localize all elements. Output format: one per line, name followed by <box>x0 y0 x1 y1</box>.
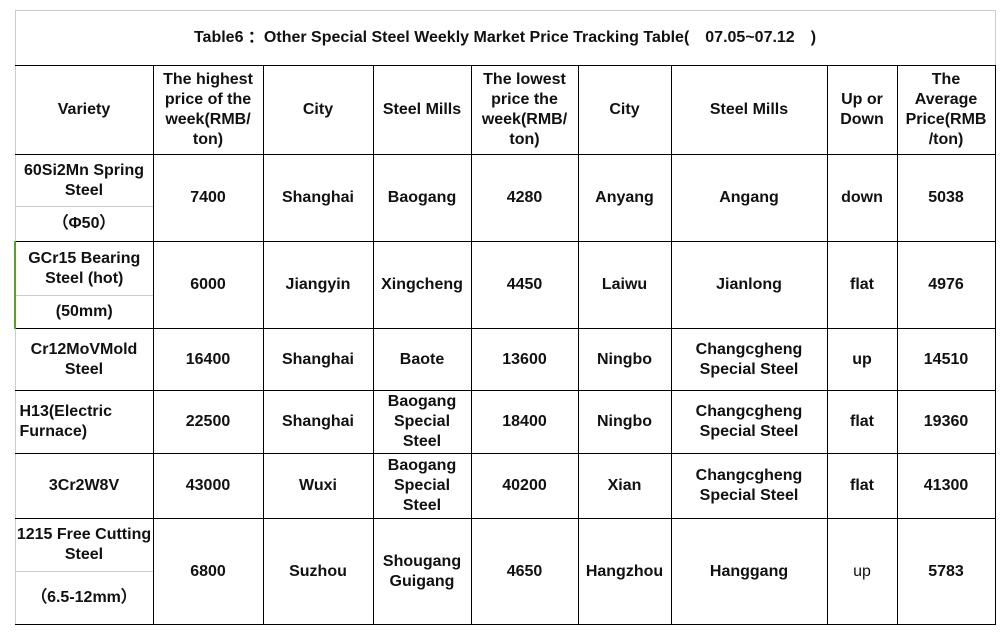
price-tracking-table: Table6 ：Other Special Steel Weekly Marke… <box>14 10 996 625</box>
table-row: H13(Electric Furnace) 22500 Shanghai Baogan… <box>14 390 996 454</box>
header-mills-high: Steel Mills <box>372 65 472 155</box>
city-high: Jiangyin <box>262 241 374 329</box>
mills-low: Changcgheng Special Steel <box>670 453 828 519</box>
highest-price: 6800 <box>152 518 264 625</box>
lowest-price: 4280 <box>470 154 579 242</box>
variety-cell: H13(Electric Furnace) <box>14 390 154 454</box>
variety-cell: GCr15 Bearing Steel (hot) (50mm) <box>14 241 154 329</box>
variety-cell: Cr12MoVMold Steel <box>14 328 154 391</box>
average-price: 5038 <box>896 154 996 242</box>
mills-high: Shougang Guigang <box>372 518 472 625</box>
table-row: 60Si2Mn Spring Steel （Φ50） 7400 Shanghai Ba… <box>14 154 996 242</box>
mills-high: Baogang Special Steel <box>372 390 472 454</box>
mills-low: Jianlong <box>670 241 828 329</box>
highest-price: 43000 <box>152 453 264 519</box>
city-high: Suzhou <box>262 518 374 625</box>
variety-name: 60Si2Mn Spring Steel <box>15 155 153 207</box>
average-price: 4976 <box>896 241 996 329</box>
variety-cell: 1215 Free Cutting Steel （6.5-12mm） <box>14 518 154 625</box>
city-high: Shanghai <box>262 328 374 391</box>
variety-spec: （Φ50） <box>52 215 116 232</box>
city-low: Xian <box>577 453 672 519</box>
highest-price: 22500 <box>152 390 264 454</box>
table-row: 1215 Free Cutting Steel （6.5-12mm） 6800 Su… <box>14 518 996 625</box>
variety-spec: （6.5-12mm） <box>31 589 137 606</box>
header-highest-price: The highest price of the week(RMB/ ton) <box>152 65 264 155</box>
variety-cell: 60Si2Mn Spring Steel （Φ50） <box>14 154 154 242</box>
table-row: Cr12MoVMold Steel 16400 Shanghai Baote 13600… <box>14 328 996 391</box>
city-high: Shanghai <box>262 154 374 242</box>
trend: flat <box>826 241 898 329</box>
city-low: Anyang <box>577 154 672 242</box>
header-city-low: City <box>577 65 672 155</box>
trend: down <box>826 154 898 242</box>
lowest-price: 13600 <box>470 328 579 391</box>
variety-name: 1215 Free Cutting Steel <box>15 519 153 572</box>
table-title: Table6 ：Other Special Steel Weekly Marke… <box>14 10 996 66</box>
city-low: Ningbo <box>577 390 672 454</box>
average-price: 14510 <box>896 328 996 391</box>
header-average: The Average Price(RMB /ton) <box>896 65 996 155</box>
variety-spec: (50mm) <box>55 303 113 320</box>
trend: flat <box>826 390 898 454</box>
header-city-high: City <box>262 65 374 155</box>
mills-high: Xingcheng <box>372 241 472 329</box>
city-high: Shanghai <box>262 390 374 454</box>
city-low: Hangzhou <box>577 518 672 625</box>
trend: up <box>826 328 898 391</box>
highest-price: 6000 <box>152 241 264 329</box>
lowest-price: 4450 <box>470 241 579 329</box>
header-row: Variety The highest price of the week(RM… <box>14 65 996 155</box>
table-row: GCr15 Bearing Steel (hot) (50mm) 6000 Jian… <box>14 241 996 329</box>
trend: flat <box>826 453 898 519</box>
lowest-price: 40200 <box>470 453 579 519</box>
city-low: Laiwu <box>577 241 672 329</box>
city-low: Ningbo <box>577 328 672 391</box>
mills-low: Changcgheng Special Steel <box>670 328 828 391</box>
mills-high: Baogang <box>372 154 472 242</box>
lowest-price: 18400 <box>470 390 579 454</box>
mills-high: Baote <box>372 328 472 391</box>
highest-price: 7400 <box>152 154 264 242</box>
mills-low: Hanggang <box>670 518 828 625</box>
variety-name: GCr15 Bearing Steel (hot) <box>16 242 153 296</box>
mills-high: Baogang Special Steel <box>372 453 472 519</box>
header-lowest-price: The lowest price the week(RMB/ ton) <box>470 65 579 155</box>
header-trend: Up or Down <box>826 65 898 155</box>
header-mills-low: Steel Mills <box>670 65 828 155</box>
lowest-price: 4650 <box>470 518 579 625</box>
variety-cell: 3Cr2W8V <box>14 453 154 519</box>
mills-low: Changcgheng Special Steel <box>670 390 828 454</box>
city-high: Wuxi <box>262 453 374 519</box>
highest-price: 16400 <box>152 328 264 391</box>
table-row: 3Cr2W8V 43000 Wuxi Baogang Special Steel 402… <box>14 453 996 519</box>
average-price: 19360 <box>896 390 996 454</box>
header-variety: Variety <box>14 65 154 155</box>
mills-low: Angang <box>670 154 828 242</box>
trend: up <box>826 518 898 625</box>
average-price: 5783 <box>896 518 996 625</box>
average-price: 41300 <box>896 453 996 519</box>
